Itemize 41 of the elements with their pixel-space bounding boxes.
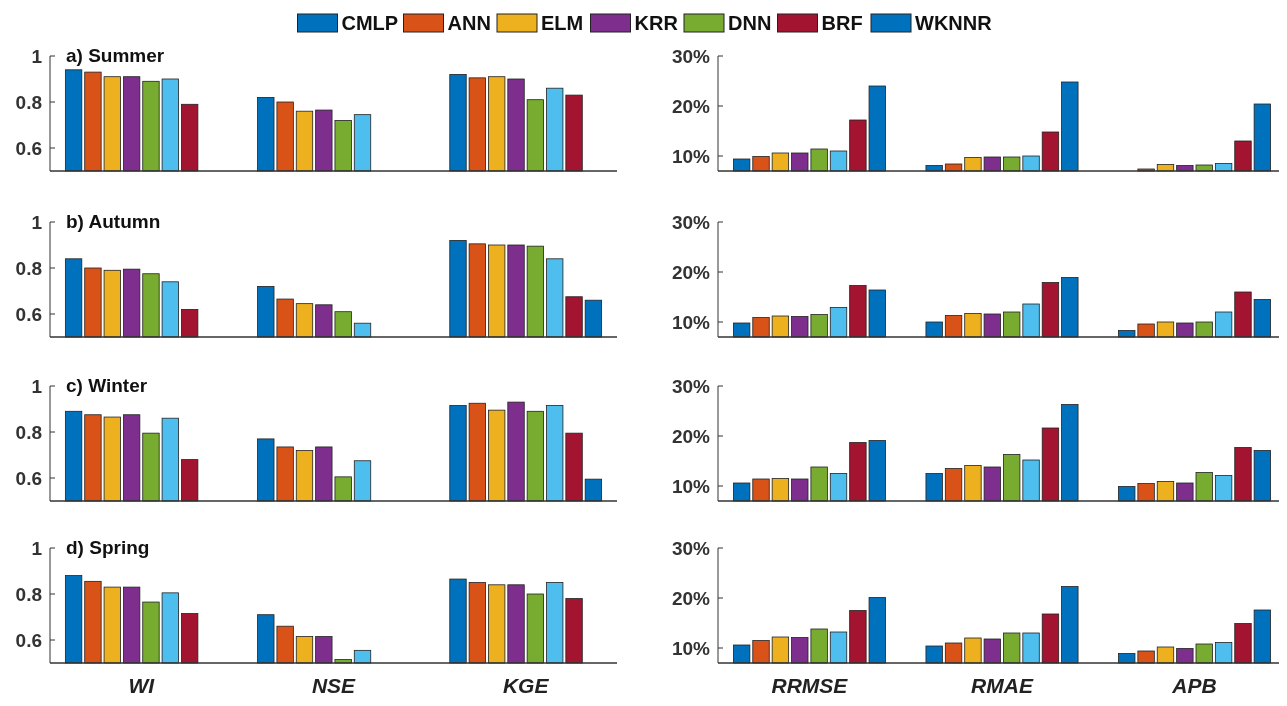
- y-tick-label: 1: [31, 45, 43, 67]
- chart-title: d) Spring: [66, 537, 150, 558]
- y-tick-label: 10%: [671, 475, 711, 497]
- y-tick-label: 20%: [671, 261, 711, 283]
- y-tick-label: 1: [31, 211, 43, 233]
- legend-label: DNN: [728, 12, 772, 34]
- y-tick-label: 30%: [671, 211, 711, 233]
- x-tick-label: KGE: [502, 674, 550, 697]
- y-tick-label: 0.6: [15, 137, 42, 159]
- x-tick-label: NSE: [311, 674, 357, 697]
- legend-label: KRR: [634, 12, 679, 34]
- y-tick-label: 0.6: [15, 629, 42, 651]
- chart-title: a) Summer: [66, 45, 165, 66]
- y-tick-label: 20%: [671, 425, 711, 447]
- y-tick-label: 0.8: [15, 257, 42, 279]
- y-tick-label: 10%: [671, 311, 711, 333]
- y-tick-label: 30%: [671, 537, 711, 559]
- legend-label: CMLP: [341, 12, 399, 34]
- y-tick-label: 0.8: [15, 583, 42, 605]
- x-tick-label: APB: [1171, 674, 1217, 697]
- y-tick-label: 10%: [671, 145, 711, 167]
- y-tick-label: 1: [31, 375, 43, 397]
- legend-label: BRF: [821, 12, 863, 34]
- x-tick-label: RMAE: [971, 674, 1034, 697]
- legend-label: ANN: [447, 12, 491, 34]
- y-tick-label: 0.8: [15, 91, 42, 113]
- legend-label: ELM: [541, 12, 584, 34]
- y-tick-label: 20%: [671, 95, 711, 117]
- y-tick-label: 20%: [671, 587, 711, 609]
- y-tick-label: 30%: [671, 375, 711, 397]
- chart-title: c) Winter: [66, 375, 148, 396]
- y-tick-label: 0.8: [15, 421, 42, 443]
- x-tick-label: WI: [128, 674, 156, 697]
- y-tick-label: 10%: [671, 637, 711, 659]
- y-tick-label: 0.6: [15, 467, 42, 489]
- y-tick-label: 30%: [671, 45, 711, 67]
- x-tick-label: RRMSE: [771, 674, 849, 697]
- legend-label: WKNNR: [915, 12, 993, 34]
- y-tick-label: 0.6: [15, 303, 42, 325]
- y-tick-label: 1: [31, 537, 43, 559]
- chart-title: b) Autumn: [66, 211, 161, 232]
